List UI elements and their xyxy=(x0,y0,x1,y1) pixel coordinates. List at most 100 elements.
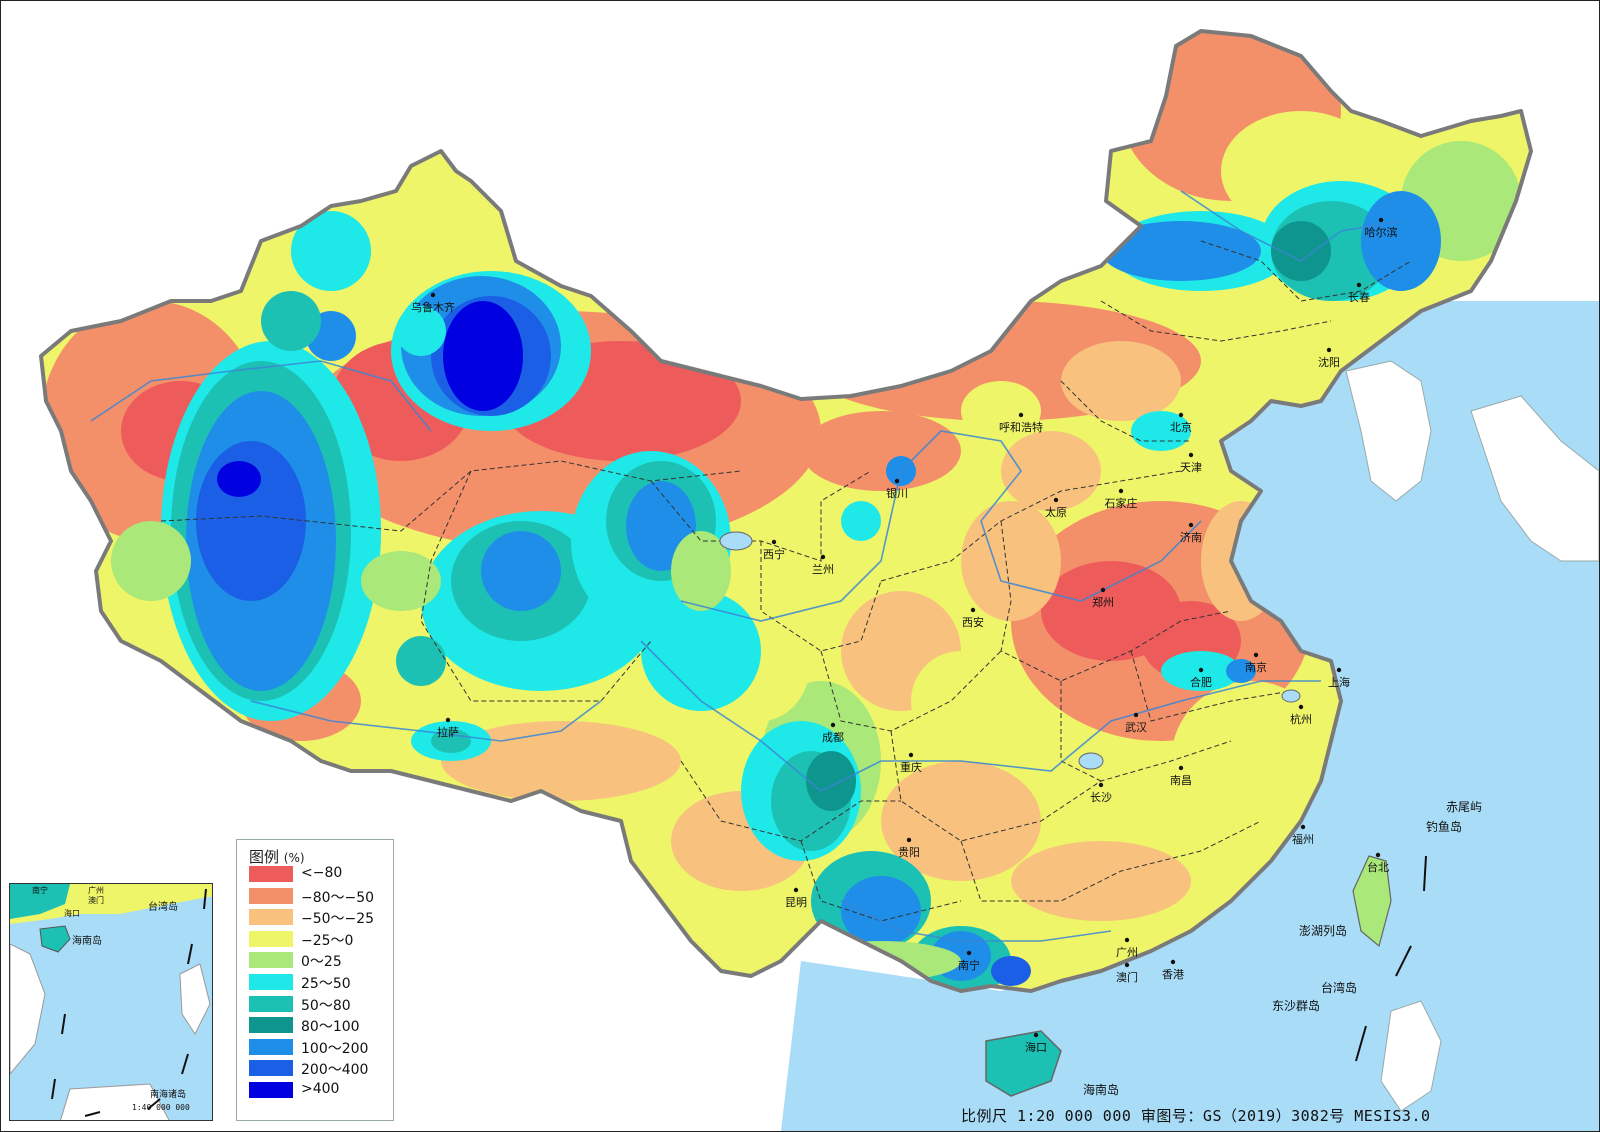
city-changchun: 长春 xyxy=(1348,282,1370,304)
legend-item: <−80 xyxy=(249,864,389,883)
city-label: 长春 xyxy=(1348,291,1370,304)
city-kunming: 昆明 xyxy=(785,887,807,909)
anomaly-patch xyxy=(911,651,1011,751)
legend-item: 100～200 xyxy=(249,1037,389,1057)
legend-item: 200～400 xyxy=(249,1058,389,1079)
city-label: 成都 xyxy=(822,731,844,744)
legend-label: >400 xyxy=(301,1081,340,1097)
city-nanchang: 南昌 xyxy=(1170,765,1192,787)
sea-area-south xyxy=(781,301,1599,1131)
city-yinchuan: 银川 xyxy=(886,478,908,500)
city-shijiazhuang: 石家庄 xyxy=(1105,488,1138,510)
legend-item: −25～0 xyxy=(249,929,389,949)
legend-label: −80～−50 xyxy=(301,889,375,906)
korea-peninsula xyxy=(1345,360,1432,502)
island-label-diaoyudao: 钓鱼岛 xyxy=(1426,819,1462,834)
legend-label: 0～25 xyxy=(301,954,342,971)
anomaly-patch xyxy=(1361,191,1441,291)
legend-swatch xyxy=(249,1017,293,1034)
city-marker xyxy=(1298,704,1304,710)
anomaly-patch xyxy=(291,211,371,291)
anomaly-patch xyxy=(431,729,471,753)
city-nanjing: 南京 xyxy=(1245,652,1267,674)
city-shenyang: 沈阳 xyxy=(1318,347,1340,369)
legend-swatch xyxy=(249,995,293,1012)
inset-caption: 南海诸岛 xyxy=(150,1088,186,1100)
legend-swatch xyxy=(249,952,293,969)
city-wulumuqi: 乌鲁木齐 xyxy=(411,292,455,314)
city-label: 济南 xyxy=(1180,530,1202,544)
island-label-hainandao: 海南岛 xyxy=(1083,1082,1119,1097)
city-label: 西宁 xyxy=(763,547,785,561)
legend-swatch xyxy=(249,974,293,990)
city-taiyuan: 太原 xyxy=(1045,497,1067,519)
city-xian: 西安 xyxy=(962,607,984,629)
legend-swatch xyxy=(249,1082,293,1098)
legend-item: 0～25 xyxy=(249,950,389,971)
city-xining: 西宁 xyxy=(763,539,785,561)
anomaly-patch xyxy=(481,531,561,611)
legend-swatch xyxy=(249,887,293,904)
city-label: 贵阳 xyxy=(898,846,920,859)
city-guangzhou: 广州 xyxy=(1116,937,1138,959)
city-label: 哈尔滨 xyxy=(1365,225,1398,239)
anomaly-patch xyxy=(1101,221,1261,281)
city-changsha: 长沙 xyxy=(1090,782,1112,804)
legend-label: −50～−25 xyxy=(301,911,375,928)
island-label-chiweiyu: 赤尾屿 xyxy=(1446,800,1482,814)
city-marker xyxy=(1018,412,1024,418)
legend-item: 80～100 xyxy=(249,1015,389,1036)
anomaly-patch xyxy=(841,876,921,946)
inset-label-aomen: 澳门 xyxy=(88,895,104,905)
legend-item: >400 xyxy=(249,1080,389,1099)
national-border xyxy=(39,29,1533,993)
city-fuzhou: 福州 xyxy=(1292,824,1314,846)
anomaly-patch xyxy=(671,531,731,611)
legend-title: 图例 (%) xyxy=(249,846,305,867)
island-label-dongsha: 东沙群岛 xyxy=(1272,998,1320,1013)
city-marker xyxy=(1178,412,1184,418)
city-marker xyxy=(1188,452,1194,458)
anomaly-patch xyxy=(961,501,1061,621)
city-label: 郑州 xyxy=(1092,595,1114,609)
anomaly-patch xyxy=(806,751,856,811)
legend-label: 50～80 xyxy=(301,997,351,1014)
anomaly-patch xyxy=(443,301,523,411)
city-label: 海口 xyxy=(1025,1040,1047,1054)
inset-borneo xyxy=(60,1083,170,1120)
legend-swatch xyxy=(249,1038,293,1055)
legend-swatch xyxy=(249,909,293,926)
city-marker xyxy=(1100,587,1106,593)
inset-nine-dash xyxy=(51,888,207,1117)
city-marker xyxy=(908,752,914,758)
legend-label: 80～100 xyxy=(301,1019,360,1036)
inset-map: 南宁 广州 澳门 海口 台湾岛 海南岛 南海诸岛 1:40 000 000 xyxy=(10,884,212,1120)
city-label: 澳门 xyxy=(1116,970,1138,984)
anomaly-patch xyxy=(801,411,961,491)
city-chengdu: 成都 xyxy=(822,722,844,744)
city-haikou: 海口 xyxy=(1025,1032,1047,1054)
anomaly-patch xyxy=(991,956,1031,986)
legend-label: 200～400 xyxy=(301,1062,369,1079)
anomaly-patch xyxy=(111,521,191,601)
city-marker xyxy=(1378,217,1384,223)
city-marker xyxy=(1336,667,1342,673)
city-marker xyxy=(1326,347,1332,353)
japan-land xyxy=(1470,395,1599,562)
city-label: 香港 xyxy=(1162,968,1184,981)
city-label: 武汉 xyxy=(1125,721,1147,734)
legend-swatch xyxy=(249,1060,293,1077)
city-marker xyxy=(1375,852,1381,858)
nine-dash-line xyxy=(1355,855,1427,1062)
legend-label: 100～200 xyxy=(301,1040,369,1057)
inset-scale: 1:40 000 000 xyxy=(132,1103,190,1112)
qinghai-lake xyxy=(719,531,753,551)
city-marker xyxy=(820,554,826,560)
legend-item: 25～50 xyxy=(249,972,389,992)
inset-label-nanning: 南宁 xyxy=(32,885,48,895)
city-label: 兰州 xyxy=(812,563,834,576)
city-lanzhou: 兰州 xyxy=(812,554,834,576)
